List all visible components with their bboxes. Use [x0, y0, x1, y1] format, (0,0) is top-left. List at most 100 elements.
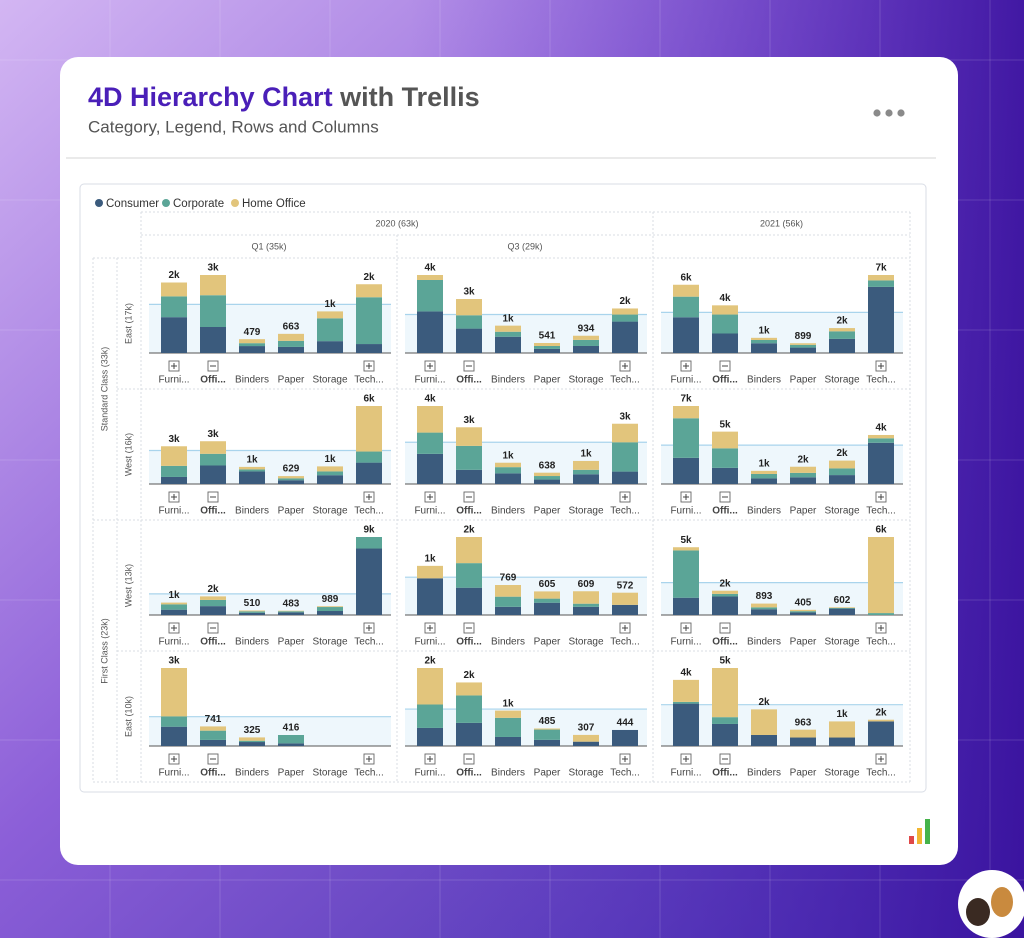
- bar-segment: [161, 602, 187, 605]
- total-label: 602: [834, 595, 851, 606]
- bar-segment: [751, 603, 777, 608]
- bar-segment: [829, 475, 855, 484]
- bar-segment: [456, 445, 482, 470]
- bar-segment: [712, 590, 738, 594]
- collapse-button[interactable]: [719, 491, 731, 503]
- category-label: Binders: [747, 768, 781, 779]
- bar-segment: [239, 612, 265, 615]
- bar-segment: [829, 468, 855, 476]
- collapse-button[interactable]: [207, 360, 219, 372]
- column-subheader: Q3 (29k): [507, 241, 542, 251]
- bar-segment: [790, 609, 816, 612]
- total-label: 1k: [502, 698, 514, 709]
- category-label: Tech...: [866, 768, 895, 779]
- category-label: Binders: [491, 637, 525, 648]
- category-label: Storage: [312, 768, 347, 779]
- bar-segment: [495, 585, 521, 597]
- expand-button[interactable]: [168, 622, 180, 634]
- bar-segment: [829, 608, 855, 615]
- category-label: Tech...: [610, 637, 639, 648]
- trellis-grid: [92, 211, 911, 783]
- expand-button[interactable]: [619, 491, 631, 503]
- expand-button[interactable]: [424, 360, 436, 372]
- expand-button[interactable]: [363, 622, 375, 634]
- category-label: Tech...: [354, 637, 383, 648]
- expand-button[interactable]: [680, 753, 692, 765]
- bar-segment: [161, 317, 187, 353]
- expand-button[interactable]: [168, 491, 180, 503]
- bar-segment: [417, 406, 443, 433]
- collapse-button[interactable]: [463, 753, 475, 765]
- total-label: 1k: [580, 449, 592, 460]
- collapse-button[interactable]: [719, 360, 731, 372]
- total-label: 1k: [324, 299, 336, 310]
- expand-button[interactable]: [168, 753, 180, 765]
- bar-segment: [278, 478, 304, 481]
- expand-button[interactable]: [680, 622, 692, 634]
- total-label: 3k: [168, 434, 180, 445]
- total-label: 6k: [363, 394, 375, 405]
- collapse-button[interactable]: [207, 622, 219, 634]
- expand-button[interactable]: [680, 491, 692, 503]
- reference-band: [405, 314, 647, 353]
- bar-segment: [829, 338, 855, 353]
- total-label: 1k: [502, 450, 514, 461]
- category-label: Furni...: [158, 637, 189, 648]
- total-label: 5k: [680, 535, 692, 546]
- expand-button[interactable]: [875, 491, 887, 503]
- bar-segment: [417, 668, 443, 705]
- bar-segment: [239, 737, 265, 741]
- category-label: Storage: [824, 637, 859, 648]
- collapse-button[interactable]: [719, 622, 731, 634]
- expand-button[interactable]: [424, 753, 436, 765]
- bar-segment: [161, 609, 187, 615]
- expand-button[interactable]: [619, 622, 631, 634]
- bar-segment: [278, 346, 304, 353]
- expand-button[interactable]: [619, 360, 631, 372]
- row-subheader: East (10k): [123, 696, 133, 737]
- collapse-button[interactable]: [463, 360, 475, 372]
- expand-button[interactable]: [363, 360, 375, 372]
- reference-band: [661, 582, 903, 615]
- row-subheader: West (16k): [123, 433, 133, 476]
- bar-segment: [829, 607, 855, 608]
- bar-segment: [456, 315, 482, 329]
- bar-segment: [278, 612, 304, 615]
- total-label: 572: [617, 580, 634, 591]
- expand-button[interactable]: [680, 360, 692, 372]
- bar-segment: [417, 275, 443, 280]
- total-label: 2k: [463, 525, 475, 536]
- expand-button[interactable]: [875, 360, 887, 372]
- expand-button[interactable]: [424, 622, 436, 634]
- expand-button[interactable]: [875, 622, 887, 634]
- bar-segment: [790, 472, 816, 478]
- bar-segment: [534, 729, 560, 740]
- category-label: Tech...: [610, 768, 639, 779]
- bar-segment: [534, 479, 560, 484]
- expand-button[interactable]: [875, 753, 887, 765]
- expand-button[interactable]: [363, 753, 375, 765]
- category-label: Paper: [790, 768, 817, 779]
- bar-segment: [161, 604, 187, 610]
- collapse-button[interactable]: [207, 753, 219, 765]
- reference-band: [149, 450, 391, 484]
- bar-segment: [200, 441, 226, 454]
- collapse-button[interactable]: [463, 622, 475, 634]
- more-menu[interactable]: [873, 109, 905, 117]
- bar-segment: [417, 727, 443, 746]
- collapse-button[interactable]: [207, 491, 219, 503]
- bar-segment: [417, 279, 443, 312]
- expand-button[interactable]: [424, 491, 436, 503]
- expand-button[interactable]: [619, 753, 631, 765]
- bar-segment: [534, 602, 560, 615]
- expand-button[interactable]: [168, 360, 180, 372]
- total-label: 989: [322, 594, 339, 605]
- bar-segment: [239, 740, 265, 743]
- category-label: Paper: [790, 637, 817, 648]
- expand-button[interactable]: [363, 491, 375, 503]
- bar-segment: [829, 328, 855, 332]
- collapse-button[interactable]: [463, 491, 475, 503]
- total-label: 769: [500, 573, 517, 584]
- total-label: 541: [539, 331, 556, 342]
- collapse-button[interactable]: [719, 753, 731, 765]
